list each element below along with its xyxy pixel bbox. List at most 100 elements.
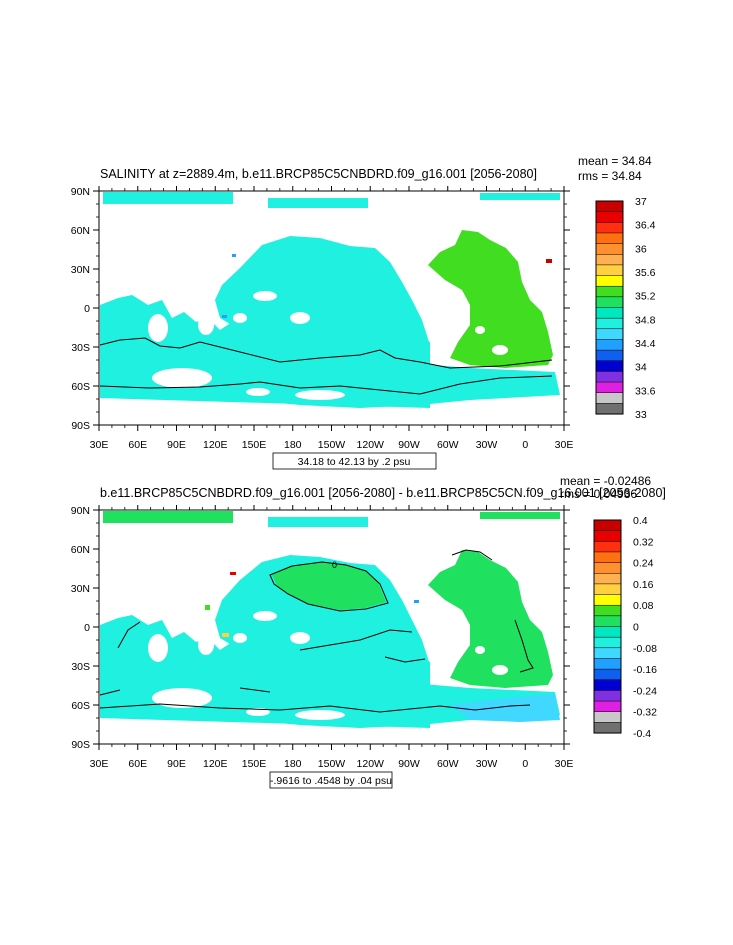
y-tick-label-0: 90N (71, 186, 90, 198)
x-tick-label-3: 120E (203, 439, 228, 451)
colorbar-swatch-3 (593, 551, 622, 564)
x-tick-label-5: 180 (284, 439, 302, 451)
colorbar-label-1: 0.32 (633, 536, 654, 548)
colorbar-swatch-18 (593, 711, 622, 723)
map-2-north-pacific-positive (272, 562, 386, 610)
map-1-small-patch (232, 254, 236, 257)
colorbar-swatch-7 (593, 594, 622, 606)
colorbar-swatch-13 (593, 658, 622, 670)
colorbar-label-1: 36.4 (635, 220, 656, 232)
colorbar-swatch-16 (593, 690, 622, 702)
colorbar-swatch-6 (595, 264, 624, 277)
colorbar-label-6: -0.08 (633, 643, 657, 655)
colorbar-swatch-6 (593, 583, 622, 596)
y-tick-label-2: 30N (71, 264, 90, 276)
colorbar-swatch-1 (595, 211, 624, 223)
colorbar-swatch-15 (595, 360, 624, 372)
map-1-atlantic-ocean (428, 230, 553, 368)
panel-2-contour-info-box: -.9616 to .4548 by .04 psu (269, 771, 393, 789)
map-1-contour-southern-north (99, 337, 553, 369)
colorbar-swatch-16 (595, 371, 624, 383)
map-1-small-patch-2 (222, 315, 227, 318)
map-1-southern-ocean (100, 356, 560, 408)
panel-2-contour-info: -.9616 to .4548 by .04 psu (270, 775, 392, 787)
colorbar-label-4: 35.2 (635, 291, 656, 303)
map-2-contour-southern (99, 703, 531, 713)
x-tick-label-7: 120W (357, 758, 385, 770)
y-tick-label-5: 60S (71, 381, 90, 393)
x-tick-label-2: 90E (167, 439, 186, 451)
x-tick-label-0: 30E (90, 758, 109, 770)
map-1-mediterranean (546, 259, 552, 263)
x-tick-label-6: 150W (318, 439, 346, 451)
panel-1-contour-info-box: 34.18 to 42.13 by .2 psu (272, 452, 437, 470)
x-tick-label-0: 30E (90, 439, 109, 451)
y-tick-label-5: 60S (71, 700, 90, 712)
colorbar-label-9: -0.32 (633, 707, 657, 719)
colorbar-label-8: -0.24 (633, 685, 657, 697)
x-tick-label-11: 0 (522, 439, 528, 451)
y-tick-label-4: 30S (71, 661, 90, 673)
colorbar-swatch-14 (595, 349, 624, 362)
colorbar-swatch-8 (593, 604, 622, 617)
panel-2-mean: mean = -0.02486 (560, 474, 651, 488)
map-1-arctic-east (480, 193, 560, 200)
map-2-contour-pacific (269, 561, 389, 612)
colorbar-frame (593, 519, 622, 734)
x-tick-label-12: 30E (555, 758, 574, 770)
x-tick-label-10: 30W (476, 758, 498, 770)
x-tick-label-12: 30E (555, 439, 574, 451)
x-tick-label-3: 120E (203, 758, 228, 770)
panel-1-title: SALINITY at z=2889.4m, b.e11.BRCP85C5CNB… (100, 167, 537, 181)
x-tick-label-8: 90W (398, 439, 420, 451)
map-2-arctic-mid (268, 517, 368, 527)
y-tick-label-1: 60N (71, 544, 90, 556)
colorbar-swatch-2 (593, 541, 622, 553)
x-tick-label-1: 60E (128, 439, 147, 451)
colorbar-swatch-11 (595, 317, 624, 330)
colorbar-swatch-10 (593, 626, 622, 638)
map-2-weddell-negative (450, 694, 560, 722)
map-2-land-masks (148, 611, 508, 720)
x-tick-label-4: 150E (242, 439, 267, 451)
colorbar-swatch-9 (595, 296, 624, 309)
panel-2-title: b.e11.BRCP85C5CNBDRD.f09_g16.001 [2056-2… (100, 486, 666, 500)
panel-1-colorbar: 37 36.4 36 35.6 35.2 34.8 34.4 34 33.6 33 (595, 196, 656, 421)
colorbar-label-2: 36 (635, 243, 647, 255)
colorbar-label-4: 0.08 (633, 600, 654, 612)
colorbar-swatch-1 (593, 530, 622, 542)
map-2-contour-indian (99, 621, 271, 696)
x-tick-label-5: 180 (284, 758, 302, 770)
map-1-pacific-ocean (215, 236, 430, 362)
panel-2-rms: rms = 0.04936 (560, 487, 637, 501)
colorbar-label-10: -0.4 (633, 728, 651, 740)
y-tick-label-1: 60N (71, 225, 90, 237)
map-2-arctic-east (480, 512, 560, 519)
x-tick-label-2: 90E (167, 758, 186, 770)
colorbar-label-3: 35.6 (635, 267, 656, 279)
y-tick-label-6: 90S (71, 420, 90, 432)
colorbar-label-8: 33.6 (635, 385, 656, 397)
map-1-arctic-mid (268, 198, 368, 208)
map-1-arctic-west (103, 192, 233, 204)
map-2-small-patch-blue (414, 600, 419, 603)
map-2-small-patch-green (205, 605, 210, 610)
x-tick-label-11: 0 (522, 758, 528, 770)
colorbar-swatch-15 (593, 679, 622, 691)
colorbar-swatch-14 (593, 668, 622, 681)
map-2-contour-label: 0 (332, 560, 337, 570)
colorbar-label-7: -0.16 (633, 664, 657, 676)
colorbar-swatch-7 (595, 275, 624, 287)
colorbar-swatch-10 (595, 307, 624, 319)
map-2-atlantic-ocean (428, 550, 553, 688)
y-tick-label-3: 0 (84, 622, 90, 634)
x-tick-label-7: 120W (357, 439, 385, 451)
x-tick-label-10: 30W (476, 439, 498, 451)
map-2-arctic-west (103, 511, 233, 523)
colorbar-swatch-19 (593, 722, 622, 734)
y-tick-label-4: 30S (71, 342, 90, 354)
colorbar-swatch-12 (595, 328, 624, 340)
panel-2-map: 0 (99, 511, 560, 728)
colorbar-swatch-8 (595, 285, 624, 298)
